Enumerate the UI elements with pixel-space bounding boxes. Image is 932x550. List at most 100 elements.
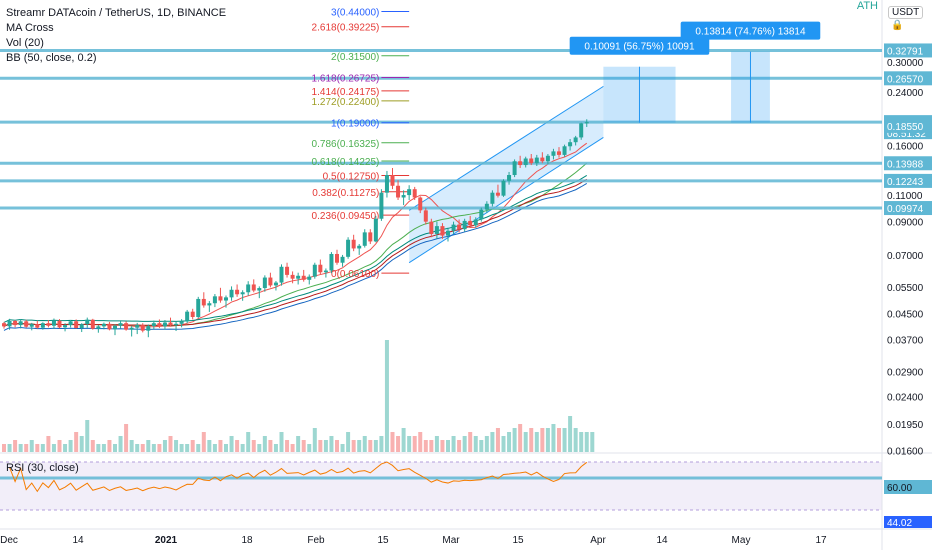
volume-bar bbox=[96, 444, 101, 452]
candle-body bbox=[479, 209, 484, 220]
volume-bar bbox=[351, 440, 356, 452]
volume-bar bbox=[68, 440, 73, 452]
candle-body bbox=[224, 297, 228, 301]
price-tick: 0.07000 bbox=[887, 251, 924, 262]
volume-bar bbox=[251, 440, 256, 452]
volume-bar bbox=[201, 432, 206, 452]
volume-bar bbox=[290, 444, 295, 452]
rsi-label[interactable]: RSI (30, close) bbox=[6, 462, 79, 474]
volume-bar bbox=[490, 432, 495, 452]
price-tag-bg bbox=[884, 173, 932, 188]
volume-bar bbox=[151, 444, 156, 452]
candle-body bbox=[79, 324, 84, 329]
volume-bar bbox=[118, 436, 123, 452]
candle-body bbox=[540, 157, 545, 162]
candle-body bbox=[512, 161, 517, 176]
volume-bar bbox=[185, 444, 190, 452]
channel-upper bbox=[408, 85, 604, 211]
volume-bar bbox=[362, 436, 367, 452]
candle-body bbox=[63, 325, 68, 328]
candle-body bbox=[484, 203, 489, 210]
volume-bar bbox=[368, 440, 373, 452]
candle-body bbox=[135, 325, 140, 328]
time-axis[interactable]: Dec 14 2021 18 Feb 15 Mar 15 Apr 14 May 17 bbox=[0, 535, 827, 546]
volume-bar bbox=[340, 444, 345, 452]
volume-bar bbox=[545, 428, 550, 452]
measure-label-bg bbox=[680, 21, 821, 40]
volume-bar bbox=[57, 440, 62, 452]
price-tag-bg bbox=[884, 201, 932, 216]
volume-label[interactable]: Vol (20) bbox=[6, 37, 44, 49]
candle-body bbox=[451, 224, 456, 231]
volume-bar bbox=[418, 432, 423, 452]
price-axis[interactable]: 0.30000 0.24000 0.16000 0.11000 0.09000 0.070… bbox=[884, 43, 932, 529]
candle-body bbox=[240, 292, 245, 295]
volume-bar bbox=[401, 428, 406, 452]
candle-body bbox=[412, 189, 417, 198]
fib-level-label: 1.618(0.26725) bbox=[312, 74, 380, 85]
candle-body bbox=[401, 195, 406, 198]
price-tick: 0.16000 bbox=[887, 141, 924, 152]
volume-bar bbox=[257, 444, 262, 452]
volume-bar bbox=[396, 436, 401, 452]
time-tick: Apr bbox=[590, 535, 606, 546]
candles bbox=[2, 119, 589, 338]
candle-body bbox=[351, 239, 356, 249]
candle-body bbox=[446, 230, 450, 236]
candle-body bbox=[24, 321, 29, 327]
candle-body bbox=[545, 155, 550, 162]
volume-bar bbox=[140, 444, 145, 452]
volume-bar bbox=[2, 444, 6, 452]
volume-bars bbox=[2, 340, 595, 452]
volume-bar bbox=[262, 436, 267, 452]
fib-level-label: 3(0.44000) bbox=[331, 8, 379, 19]
price-tick: 0.03700 bbox=[887, 335, 924, 346]
candle-body bbox=[207, 303, 212, 306]
countdown-text: 08:51:32 bbox=[887, 129, 926, 140]
time-tick: 15 bbox=[512, 535, 524, 546]
volume-bar bbox=[529, 428, 534, 452]
volume-bar bbox=[35, 444, 40, 452]
time-tick: 2021 bbox=[155, 535, 178, 546]
fib-level-label: 0(0.06100) bbox=[331, 269, 379, 280]
price-tick: 0.24000 bbox=[887, 88, 924, 99]
candle-body bbox=[285, 266, 290, 275]
volume-bar bbox=[423, 440, 428, 452]
volume-bar bbox=[296, 436, 301, 452]
volume-bar bbox=[7, 444, 12, 452]
time-tick: Mar bbox=[442, 535, 460, 546]
rsi-line bbox=[0, 461, 882, 493]
lock-icon[interactable]: 🔒 bbox=[891, 20, 904, 31]
candle-body bbox=[96, 326, 101, 329]
candle-body bbox=[7, 320, 12, 327]
price-tag-bg bbox=[884, 43, 932, 58]
candle-body bbox=[2, 323, 6, 327]
measure-label: 0.13814 (74.76%) 13814 bbox=[695, 27, 806, 38]
currency-button[interactable]: USDT bbox=[888, 6, 924, 19]
bollinger-label[interactable]: BB (50, close, 0.2) bbox=[6, 52, 97, 64]
volume-bar bbox=[79, 436, 84, 452]
candle-body bbox=[434, 226, 439, 234]
volume-bar bbox=[301, 440, 306, 452]
candle-body bbox=[257, 288, 262, 291]
candle-body bbox=[179, 321, 184, 324]
candle-body bbox=[251, 284, 256, 291]
candle-body bbox=[290, 274, 295, 279]
candle-body bbox=[185, 311, 190, 322]
price-tick: 0.04500 bbox=[887, 309, 924, 320]
volume-bar bbox=[240, 444, 245, 452]
candle-body bbox=[523, 158, 528, 166]
symbol-title[interactable]: Streamr DATAcoin / TetherUS, 1D, BINANCE bbox=[6, 7, 227, 19]
candle-body bbox=[212, 296, 217, 304]
candle-body bbox=[584, 122, 589, 124]
volume-bar bbox=[379, 436, 384, 452]
time-tick: May bbox=[732, 535, 751, 546]
measure-label: 0.10091 (56.75%) 10091 bbox=[584, 42, 695, 53]
fib-level-label: 0.618(0.14225) bbox=[312, 157, 380, 168]
volume-bar bbox=[551, 424, 556, 452]
ma-cross-label[interactable]: MA Cross bbox=[6, 22, 54, 34]
candle-body bbox=[168, 322, 173, 326]
rsi-tag-bg bbox=[884, 516, 932, 528]
volume-bar bbox=[179, 444, 184, 452]
